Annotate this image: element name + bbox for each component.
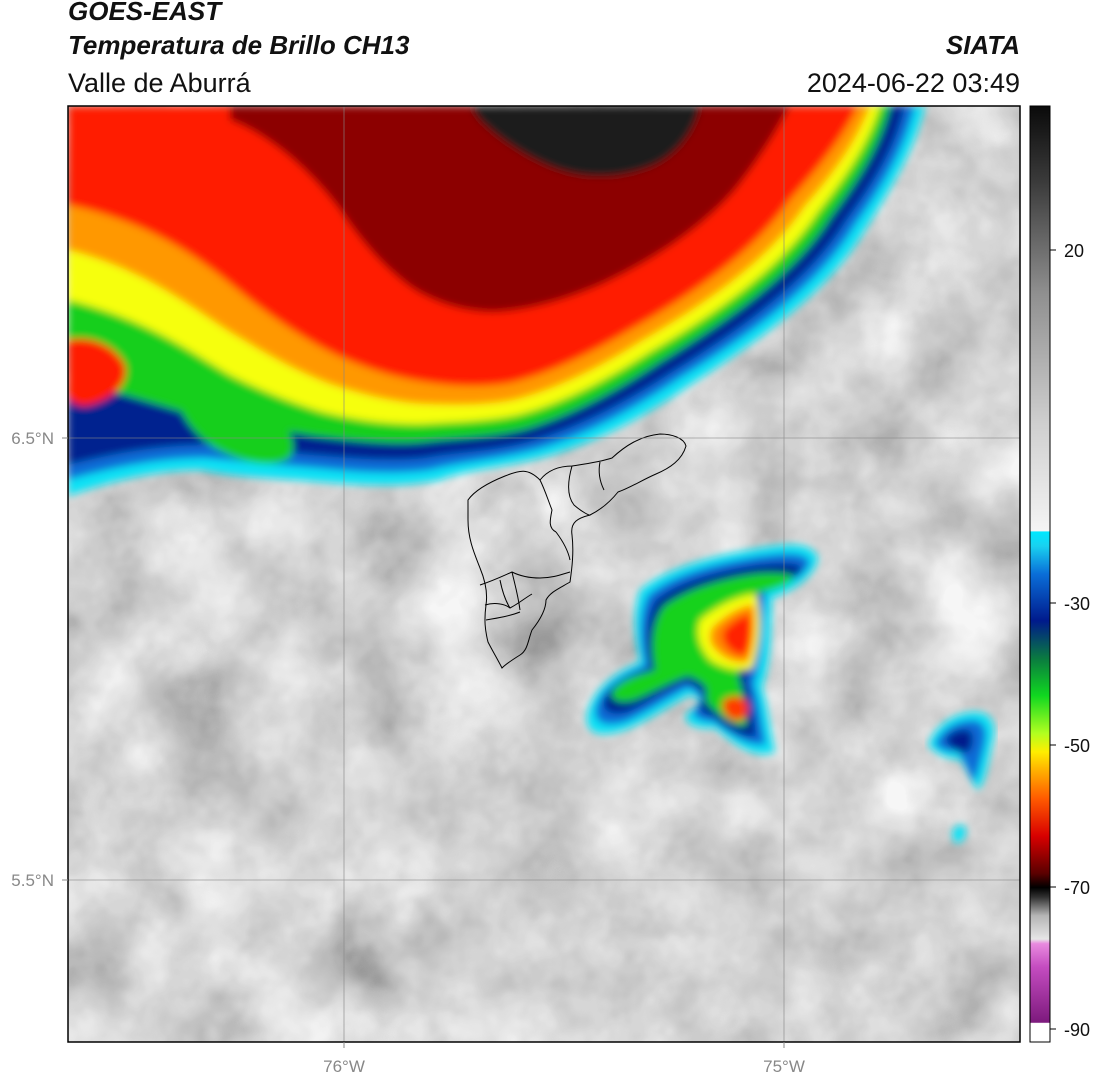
lat-label-5-5: 5.5°N <box>11 871 54 890</box>
east-cell-navy <box>945 729 973 753</box>
colorbar-gradient <box>1029 105 1051 1043</box>
colorbar-tick-20: 20 <box>1064 241 1084 261</box>
colorbar-tick-minus50: -50 <box>1064 736 1090 756</box>
municipal-boundaries <box>467 433 687 669</box>
storm-green-lobe <box>175 388 294 464</box>
lon-label-76w: 76°W <box>323 1057 365 1076</box>
brightness-temperature-field <box>68 106 1020 1042</box>
cell-lower-red-core <box>722 696 749 721</box>
datetime-label: 2024-06-22 03:49 <box>806 68 1020 98</box>
region-label: Valle de Aburrá <box>68 68 251 98</box>
colorbar-tick-minus30: -30 <box>1064 594 1090 614</box>
colorbar-tick-minus90: -90 <box>1064 1020 1090 1040</box>
storm-left-pocket <box>68 338 126 406</box>
northern-storm-cloud <box>68 106 925 496</box>
lon-axis: 76°W 75°W <box>323 1042 805 1076</box>
southeast-convective-cell <box>586 544 818 755</box>
storm-black-core <box>470 106 700 177</box>
source-label: SIATA <box>945 30 1020 60</box>
graticule <box>68 106 1020 1042</box>
lon-label-75w: 75°W <box>763 1057 805 1076</box>
product-title: Temperatura de Brillo CH13 <box>68 30 410 60</box>
satellite-title: GOES-EAST <box>68 0 222 26</box>
east-small-cells <box>928 712 995 844</box>
lat-axis: 6.5°N 5.5°N <box>11 429 68 890</box>
cell-red-core <box>722 614 751 656</box>
lat-label-6-5: 6.5°N <box>11 429 54 448</box>
colorbar-tick-minus70: -70 <box>1064 878 1090 898</box>
map-frame <box>67 105 1021 1043</box>
east-cell-tiny <box>952 824 966 844</box>
colorbar: 20 -30 -50 -70 -90 <box>1029 105 1090 1043</box>
